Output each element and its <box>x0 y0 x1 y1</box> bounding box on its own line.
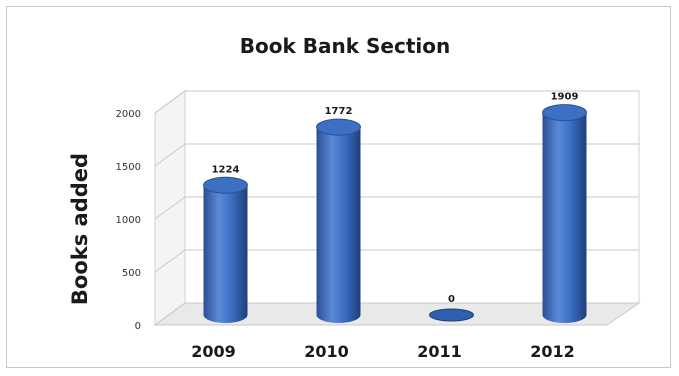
gridline <box>154 302 639 326</box>
bar-top <box>203 176 248 194</box>
bar-body <box>203 185 248 323</box>
bar-top <box>429 308 474 322</box>
x-tick-label: 2010 <box>304 342 349 361</box>
bar-body <box>316 127 361 323</box>
y-tick-label: 2000 <box>116 109 141 120</box>
x-tick-label: 2012 <box>530 342 575 361</box>
y-tick-label: 500 <box>122 268 141 279</box>
gridline <box>154 90 639 114</box>
data-label: 1772 <box>325 106 353 117</box>
x-tick-label: 2011 <box>417 342 462 361</box>
y-tick-label: 1500 <box>116 162 141 173</box>
bar-body <box>542 112 587 324</box>
data-label: 1224 <box>212 164 240 175</box>
x-tick-label: 2009 <box>191 342 236 361</box>
y-axis-ticks: 0 500 1000 1500 2000 <box>116 109 141 332</box>
y-tick-label: 0 <box>135 321 141 332</box>
data-label: 0 <box>448 294 455 305</box>
gridlines <box>154 90 639 326</box>
gridline <box>154 249 639 273</box>
bar-top <box>542 104 587 122</box>
gridline <box>154 143 639 167</box>
bar: 0 <box>429 294 474 322</box>
gridline <box>154 196 639 220</box>
x-axis-categories: 2009 2010 2011 2012 <box>191 342 575 361</box>
y-axis-label: Books added <box>68 153 92 305</box>
bar: 1909 <box>542 92 587 324</box>
bars: 1224 1772 0 1909 <box>203 92 587 324</box>
chart-frame: Book Bank Section 0 500 1000 1500 2000 1224 1… <box>6 6 671 368</box>
y-tick-label: 1000 <box>116 215 141 226</box>
data-label: 1909 <box>551 92 579 103</box>
bar-top <box>316 118 361 136</box>
bar: 1224 <box>203 164 248 323</box>
bar: 1772 <box>316 106 361 323</box>
chart-title: Book Bank Section <box>240 34 450 58</box>
